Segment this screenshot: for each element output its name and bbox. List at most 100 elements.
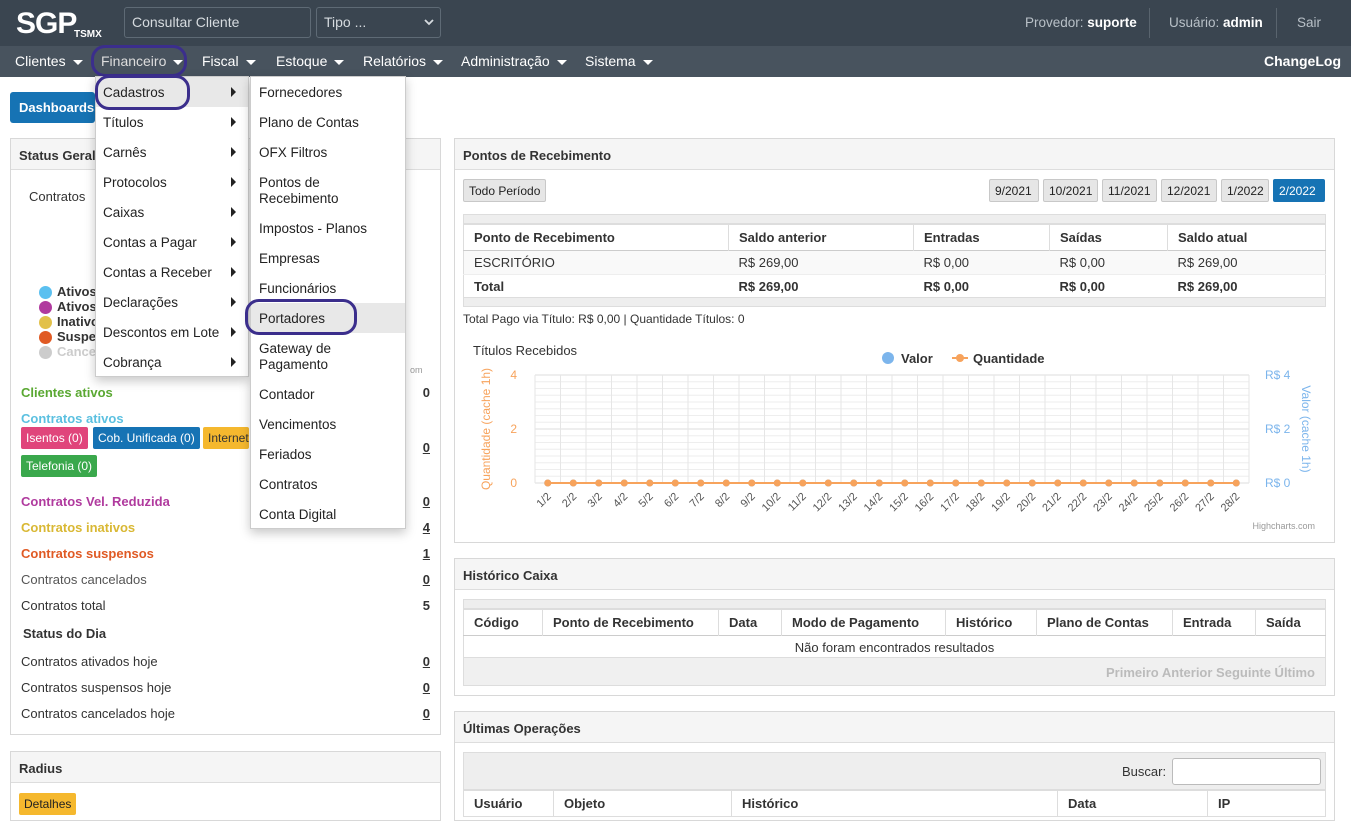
data-point[interactable] [1054,479,1062,487]
data-point[interactable] [1232,479,1240,487]
legend-label-valor[interactable]: Valor [901,351,933,366]
data-point[interactable] [748,479,756,487]
legend-item[interactable]: Ativos [57,299,97,314]
col-saida[interactable]: Saída [1255,609,1326,636]
nav-changelog[interactable]: ChangeLog [1264,53,1341,69]
data-point[interactable] [850,479,858,487]
cadastros-menu-item[interactable]: Impostos - Planos [251,213,405,243]
tipo-select[interactable]: Tipo ... [316,7,441,38]
financeiro-menu-item[interactable]: Contas a Pagar [96,227,248,257]
nav-estoque[interactable]: Estoque [276,53,345,69]
status-dia-value[interactable]: 0 [422,680,430,695]
cadastros-menu-item[interactable]: Vencimentos [251,409,405,439]
buscar-input[interactable] [1172,758,1321,785]
data-point[interactable] [569,479,577,487]
col-historico[interactable]: Histórico [945,609,1037,636]
pagination-links[interactable]: Primeiro Anterior Seguinte Último [1106,665,1315,680]
data-point[interactable] [773,479,781,487]
col-ip[interactable]: IP [1207,790,1326,817]
cadastros-menu-item[interactable]: Gateway de Pagamento [251,333,405,379]
data-point[interactable] [926,479,934,487]
col-data[interactable]: Data [1057,790,1208,817]
status-row-value[interactable]: 1 [422,546,430,561]
data-point[interactable] [977,479,985,487]
data-point[interactable] [1079,479,1087,487]
col-ponto[interactable]: Ponto de Recebimento [542,609,719,636]
col-saldo-atual[interactable]: Saldo atual [1167,224,1326,251]
financeiro-menu-item[interactable]: Descontos em Lote [96,317,248,347]
month-button[interactable]: 2/2022 [1273,179,1325,202]
data-point[interactable] [824,479,832,487]
status-row-value[interactable]: 0 [422,572,430,587]
data-point[interactable] [1130,479,1138,487]
nav-financeiro[interactable]: Financeiro [101,53,184,69]
nav-relatorios[interactable]: Relatórios [363,53,444,69]
financeiro-menu-item[interactable]: Contas a Receber [96,257,248,287]
legend-item[interactable]: Suspe [57,329,97,344]
cadastros-menu-item[interactable]: Contador [251,379,405,409]
nav-administracao[interactable]: Administração [461,53,567,69]
data-point[interactable] [697,479,705,487]
col-data[interactable]: Data [718,609,782,636]
badge-internet[interactable]: Internet [203,427,249,449]
cadastros-menu-item[interactable]: OFX Filtros [251,137,405,167]
col-objeto[interactable]: Objeto [553,790,732,817]
nav-sistema[interactable]: Sistema [585,53,653,69]
col-modo-pagamento[interactable]: Modo de Pagamento [781,609,946,636]
badge-telefonia[interactable]: Telefonia (0) [21,455,98,477]
col-entradas[interactable]: Entradas [913,224,1050,251]
financeiro-menu-item[interactable]: Protocolos [96,167,248,197]
col-saldo-anterior[interactable]: Saldo anterior [728,224,914,251]
col-codigo[interactable]: Código [463,609,543,636]
cadastros-menu-item[interactable]: Feriados [251,439,405,469]
status-row-value[interactable]: 4 [422,520,430,535]
data-point[interactable] [901,479,909,487]
financeiro-menu-item[interactable]: Cobrança [96,347,248,377]
col-plano-contas[interactable]: Plano de Contas [1036,609,1173,636]
data-point[interactable] [544,479,552,487]
logout-link[interactable]: Sair [1297,15,1322,30]
cadastros-menu-item[interactable]: Empresas [251,243,405,273]
legend-label-quantidade[interactable]: Quantidade [973,351,1045,366]
status-dia-value[interactable]: 0 [422,654,430,669]
month-button[interactable]: 11/2021 [1102,179,1157,202]
badge-isentos[interactable]: Isentos (0) [21,427,88,449]
search-client-input[interactable]: Consultar Cliente [124,7,311,38]
financeiro-menu-item[interactable]: Títulos [96,107,248,137]
cadastros-menu-item[interactable]: Plano de Contas [251,107,405,137]
col-ponto[interactable]: Ponto de Recebimento [463,224,729,251]
data-point[interactable] [1105,479,1113,487]
col-entrada[interactable]: Entrada [1172,609,1256,636]
chart-credits[interactable]: Highcharts.com [1252,521,1315,531]
cadastros-menu-item[interactable]: Fornecedores [251,77,405,107]
nav-fiscal[interactable]: Fiscal [202,53,256,69]
financeiro-menu-item[interactable]: Caixas [96,197,248,227]
sgp-logo[interactable]: SGP TSMX [16,6,112,40]
data-point[interactable] [1181,479,1189,487]
data-point[interactable] [1003,479,1011,487]
status-dia-value[interactable]: 0 [422,706,430,721]
cadastros-menu-item[interactable]: Portadores [251,303,405,333]
legend-item[interactable]: Ativos [57,284,97,299]
data-point[interactable] [875,479,883,487]
detalhes-button[interactable]: Detalhes [19,793,77,815]
data-point[interactable] [646,479,654,487]
data-point[interactable] [722,479,730,487]
data-point[interactable] [1028,479,1036,487]
status-row-value[interactable]: 0 [422,494,430,509]
dashboards-button[interactable]: Dashboards [10,92,95,123]
col-historico[interactable]: Histórico [731,790,1058,817]
col-saidas[interactable]: Saídas [1049,224,1168,251]
financeiro-menu-item[interactable]: Declarações [96,287,248,317]
data-point[interactable] [1207,479,1215,487]
month-button[interactable]: 10/2021 [1043,179,1098,202]
financeiro-menu-item[interactable]: Carnês [96,137,248,167]
data-point[interactable] [1156,479,1164,487]
data-point[interactable] [799,479,807,487]
legend-item[interactable]: Inativo [57,314,99,329]
col-usuario[interactable]: Usuário [463,790,554,817]
data-point[interactable] [952,479,960,487]
cadastros-menu-item[interactable]: Pontos de Recebimento [251,167,405,213]
contratos-ativos-value[interactable]: 0 [422,440,430,455]
cadastros-menu-item[interactable]: Funcionários [251,273,405,303]
